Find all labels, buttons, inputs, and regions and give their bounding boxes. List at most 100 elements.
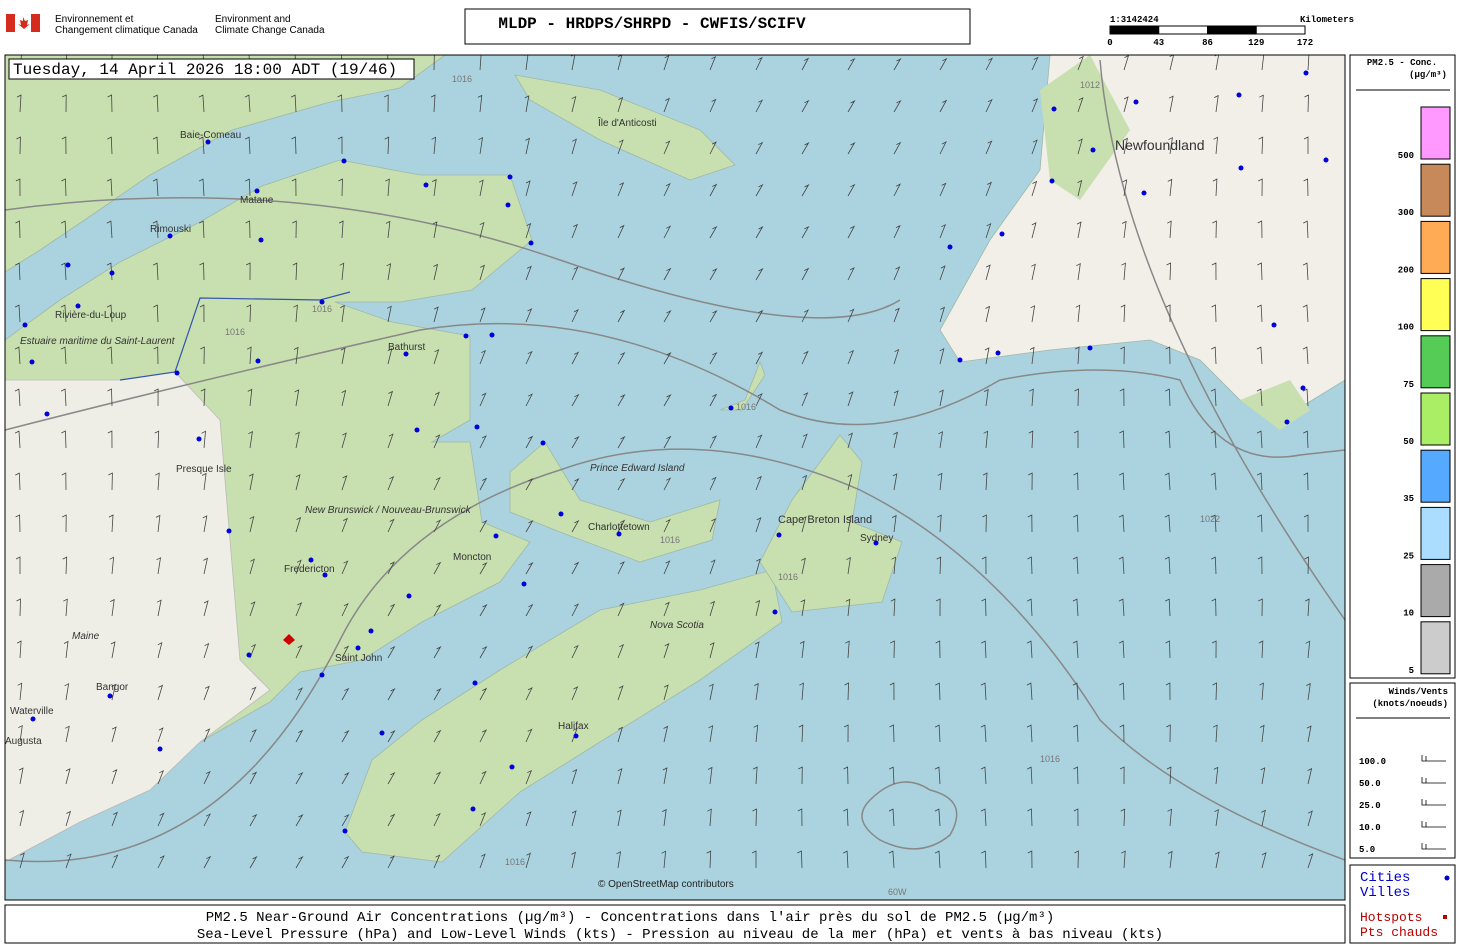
isobar-label: 1016 — [660, 535, 680, 545]
legend-label: 100 — [1398, 323, 1414, 333]
place-label: New Brunswick / Nouveau-Brunswick — [305, 505, 472, 516]
legend-label: 500 — [1398, 151, 1414, 161]
city-marker — [873, 540, 879, 546]
place-label: Baie-Comeau — [180, 130, 241, 141]
city-marker — [65, 262, 71, 268]
title: MLDP - HRDPS/SHRPD - CWFIS/SCIFV — [498, 15, 806, 33]
city-marker — [319, 299, 325, 305]
legend-label: 75 — [1403, 380, 1414, 390]
city-marker — [322, 572, 328, 578]
legend-swatch — [1420, 564, 1451, 618]
place-label: Presque Isle — [176, 464, 232, 475]
legend-swatch — [1420, 106, 1451, 160]
city-marker — [157, 746, 163, 752]
legend-title: PM2.5 - Conc. — [1367, 58, 1437, 68]
city-marker — [1284, 419, 1290, 425]
footer-box — [4, 904, 1346, 944]
agency-fr: Environnement et — [55, 14, 134, 25]
city-marker — [167, 233, 173, 239]
agency-en: Environment and — [215, 14, 291, 25]
place-label: Rimouski — [150, 224, 191, 235]
city-marker — [772, 609, 778, 615]
wind-barb-icon — [1421, 755, 1446, 762]
city-marker — [403, 351, 409, 357]
city-marker — [29, 359, 35, 365]
symbol-label: Pts chauds — [1360, 925, 1438, 940]
legend-label: 200 — [1398, 265, 1414, 275]
city-marker — [109, 270, 115, 276]
city-marker — [107, 693, 113, 699]
title-box — [464, 8, 971, 45]
scale-segment — [1255, 25, 1306, 35]
city-marker — [1090, 147, 1096, 153]
city-marker — [776, 532, 782, 538]
symbol-label: Villes — [1360, 885, 1410, 901]
city-marker — [341, 158, 347, 164]
symbols-box — [1349, 864, 1456, 944]
isobar-label: 1022 — [1200, 514, 1220, 524]
city-marker — [205, 139, 211, 145]
isobar-label: 1016 — [778, 572, 798, 582]
place-label: Nova Scotia — [650, 620, 704, 631]
wind-barb-icon — [1421, 799, 1446, 806]
place-label: Waterville — [10, 706, 54, 717]
city-marker — [540, 440, 546, 446]
place-label: Sydney — [860, 533, 893, 544]
city-marker — [226, 528, 232, 534]
city-marker — [22, 322, 28, 328]
wind-label: 25.0 — [1359, 801, 1381, 811]
city-marker — [995, 350, 1001, 356]
legend-unit: (µg/m³) — [1409, 70, 1447, 80]
symbol-label: Cities — [1360, 870, 1410, 886]
city-marker — [246, 652, 252, 658]
city-marker — [489, 332, 495, 338]
city-marker — [507, 174, 513, 180]
city-marker — [308, 557, 314, 563]
scale-label: 0 — [1107, 38, 1112, 48]
wind-barb-icon — [1421, 843, 1446, 850]
legend-label: 10 — [1403, 609, 1414, 619]
legend-label: 50 — [1403, 437, 1414, 447]
city-marker — [947, 244, 953, 250]
city-marker — [254, 188, 260, 194]
place-label: Bangor — [96, 682, 129, 693]
city-marker — [379, 730, 385, 736]
city-marker — [423, 182, 429, 188]
footer-line: PM2.5 Near-Ground Air Concentrations (µg… — [206, 910, 1055, 926]
place-label: Moncton — [453, 552, 491, 563]
place-label: Maine — [72, 631, 100, 642]
legend-label: 5 — [1409, 666, 1414, 676]
city-marker — [470, 806, 476, 812]
city-marker — [474, 424, 480, 430]
wind-legend-title: Winds/Vents — [1389, 687, 1448, 697]
city-marker — [174, 370, 180, 376]
city-marker — [1300, 385, 1306, 391]
agency-en: Climate Change Canada — [215, 25, 325, 36]
legend-swatch — [1420, 449, 1451, 503]
city-marker — [1087, 345, 1093, 351]
place-label: Cape Breton Island — [778, 514, 872, 526]
city-marker — [1236, 92, 1242, 98]
city-marker — [75, 303, 81, 309]
city-marker — [1133, 99, 1139, 105]
wind-label: 50.0 — [1359, 779, 1381, 789]
city-marker — [319, 672, 325, 678]
city-marker — [957, 357, 963, 363]
scale-label: 172 — [1297, 38, 1313, 48]
scale-label: 86 — [1202, 38, 1213, 48]
isobar-label: 60W — [888, 887, 907, 897]
legend-label: 25 — [1403, 551, 1414, 561]
legend-swatch — [1420, 506, 1451, 560]
wind-barbs — [14, 55, 1314, 869]
legend-swatch — [1420, 335, 1451, 389]
isobar-label: 1016 — [312, 304, 332, 314]
isobar-label: 1016 — [505, 857, 525, 867]
place-label: Halifax — [558, 721, 589, 732]
isobar-label: 1012 — [1080, 80, 1100, 90]
isobar-label: 1016 — [736, 402, 756, 412]
city-marker — [196, 436, 202, 442]
place-label: Île d'Anticosti — [597, 116, 657, 129]
city-marker — [1141, 190, 1147, 196]
place-label: Saint John — [335, 653, 382, 664]
